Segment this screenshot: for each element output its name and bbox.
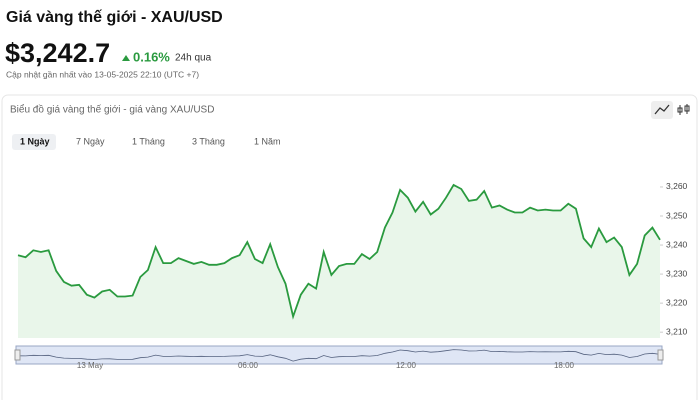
- y-tick-label: 3,240: [666, 239, 688, 249]
- y-tick-label: 3,250: [666, 210, 688, 220]
- y-tick-label: 3,210: [666, 326, 688, 336]
- navigator-label: 13 May: [77, 361, 103, 370]
- y-tick-label: 3,220: [666, 297, 688, 307]
- navigator-line: [17, 349, 661, 362]
- range-button[interactable]: 1 Tháng: [132, 136, 165, 146]
- navigator-label: 12:00: [396, 361, 417, 370]
- range-active-bg: [12, 134, 56, 150]
- range-button[interactable]: 1 Năm: [254, 136, 281, 146]
- line-icon-glyph: [654, 104, 670, 115]
- card-title: Biểu đồ giá vàng thế giới - giá vàng XAU…: [10, 104, 214, 116]
- navigator-handle[interactable]: [657, 349, 664, 361]
- area: [18, 184, 660, 338]
- updated: Cập nhật gần nhất vào 13-05-2025 22:10 (…: [6, 69, 199, 79]
- period: 24h qua: [175, 53, 212, 64]
- y-tick-label: 3,260: [666, 181, 688, 191]
- navigator-label: 06:00: [238, 361, 259, 370]
- range-button[interactable]: 1 Ngày: [20, 136, 50, 146]
- price: $3,242.7: [5, 38, 110, 68]
- page-title: Giá vàng thế giới - XAU/USD: [6, 9, 223, 26]
- y-tick-label: 3,230: [666, 268, 688, 278]
- range-button[interactable]: 7 Ngày: [76, 136, 105, 146]
- range-button[interactable]: 3 Tháng: [192, 136, 225, 146]
- navigator-label: 18:00: [554, 361, 575, 370]
- price-line: [17, 183, 661, 320]
- navigator-handle[interactable]: [14, 349, 21, 361]
- candle-icon[interactable]: [677, 104, 690, 115]
- up-arrow: [122, 55, 130, 61]
- change: 0.16%: [133, 49, 170, 64]
